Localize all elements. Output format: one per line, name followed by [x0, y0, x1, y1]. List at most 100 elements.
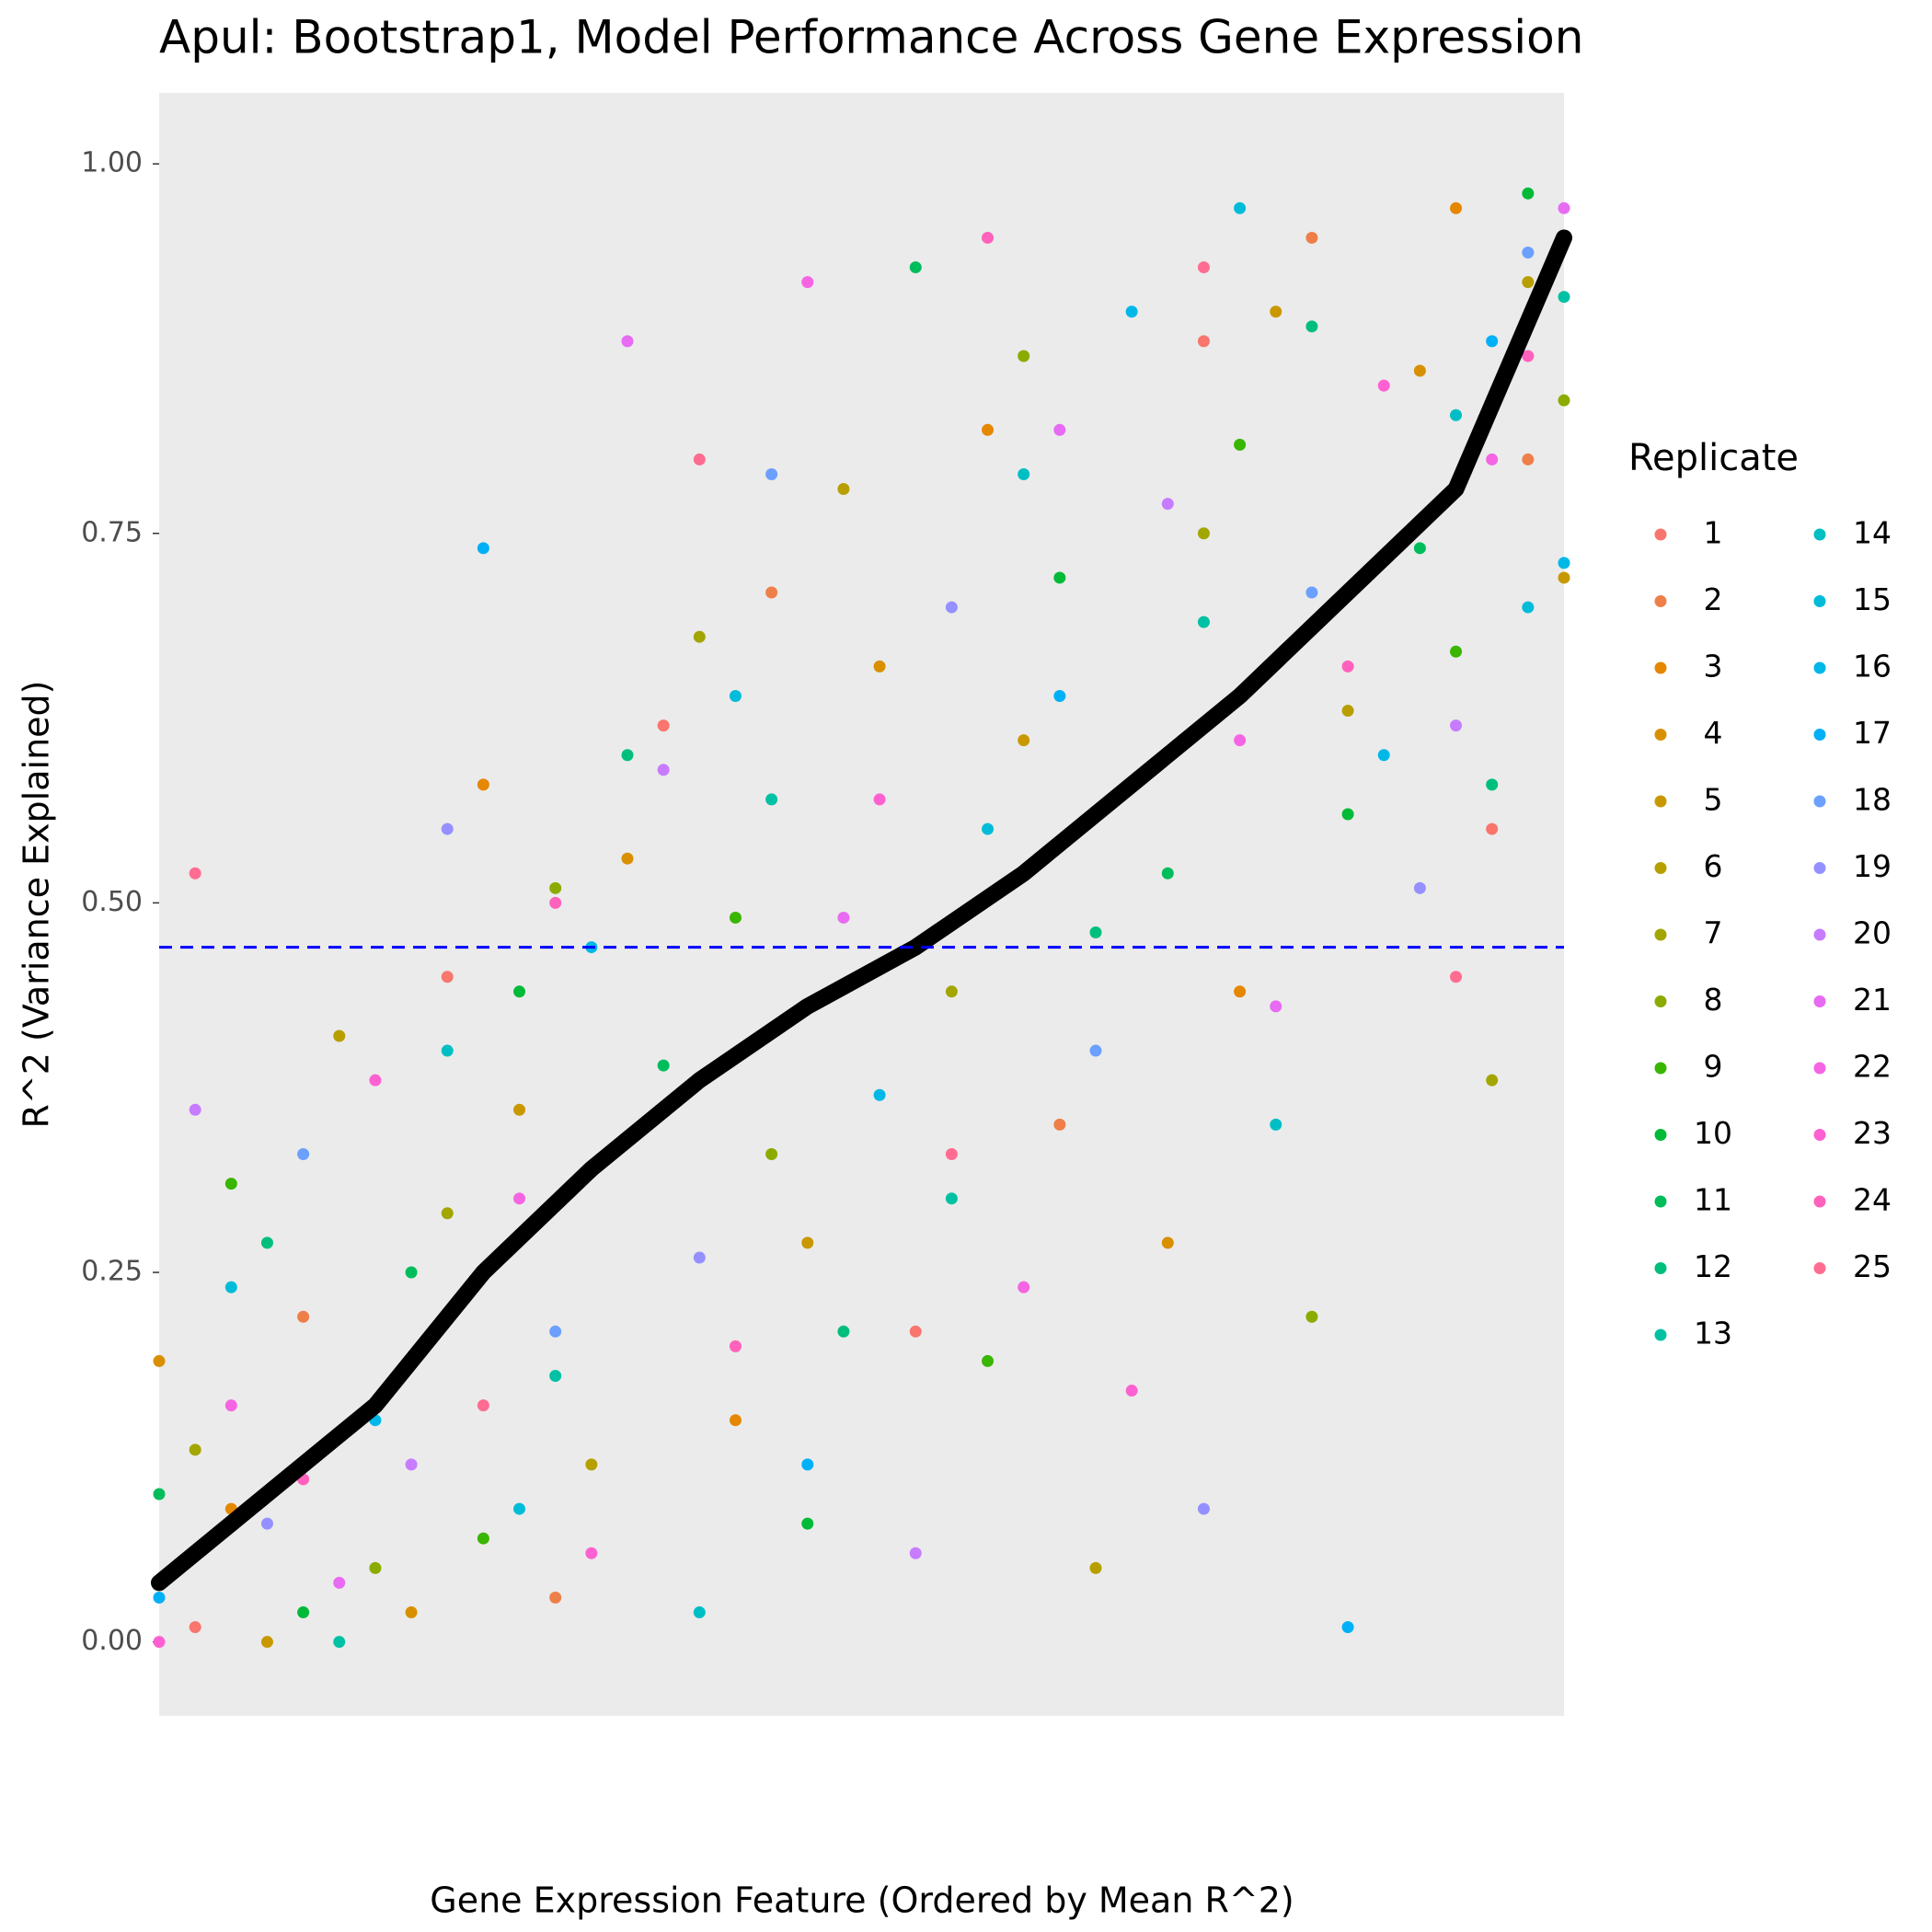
- legend-swatch: [1813, 862, 1826, 874]
- legend-label: 14: [1853, 515, 1892, 551]
- data-point: [909, 1547, 922, 1559]
- data-point: [260, 1236, 273, 1249]
- data-point: [1305, 586, 1318, 599]
- data-point: [1558, 201, 1570, 214]
- legend-label: 23: [1853, 1115, 1892, 1151]
- data-point: [333, 1029, 346, 1042]
- data-point: [153, 1354, 166, 1367]
- data-point: [837, 483, 850, 496]
- legend-swatch: [1654, 862, 1667, 874]
- data-point: [1053, 423, 1066, 436]
- data-point: [765, 586, 778, 599]
- legend-label: 10: [1694, 1115, 1732, 1151]
- data-point: [441, 822, 454, 835]
- legend-label: 20: [1853, 915, 1892, 951]
- data-point: [729, 1414, 742, 1427]
- y-tick-label: 0.25: [81, 1256, 143, 1288]
- data-point: [297, 1310, 310, 1323]
- legend-swatch: [1813, 995, 1826, 1007]
- data-point: [729, 689, 742, 702]
- data-point: [982, 822, 995, 835]
- data-point: [1522, 247, 1535, 259]
- data-point: [1197, 527, 1210, 540]
- chart-title: Apul: Bootstrap1, Model Performance Acro…: [159, 11, 1583, 64]
- legend-swatch: [1813, 928, 1826, 941]
- legend-label: 13: [1694, 1316, 1732, 1351]
- legend-label: 8: [1704, 982, 1723, 1018]
- legend-swatch: [1813, 1062, 1826, 1075]
- data-point: [1234, 438, 1247, 451]
- data-point: [1053, 689, 1066, 702]
- data-point: [260, 1636, 273, 1649]
- data-point: [693, 1606, 706, 1619]
- legend-label: 12: [1694, 1248, 1732, 1284]
- data-point: [513, 1192, 526, 1205]
- legend-swatch: [1654, 661, 1667, 674]
- legend-swatch: [1654, 1062, 1667, 1075]
- legend-swatch: [1813, 661, 1826, 674]
- data-point: [1558, 394, 1570, 407]
- data-point: [1018, 734, 1030, 747]
- data-point: [1305, 231, 1318, 244]
- data-point: [657, 719, 670, 732]
- data-point: [1486, 453, 1499, 466]
- data-point: [189, 1621, 201, 1634]
- data-point: [945, 985, 958, 998]
- data-point: [873, 793, 886, 806]
- data-point: [801, 1517, 814, 1530]
- data-point: [621, 749, 634, 762]
- data-point: [801, 1236, 814, 1249]
- data-point: [405, 1266, 418, 1279]
- data-point: [1270, 305, 1282, 318]
- data-point: [765, 467, 778, 480]
- data-point: [1053, 1118, 1066, 1131]
- data-point: [333, 1636, 346, 1649]
- legend-label: 18: [1853, 782, 1892, 818]
- data-point: [369, 1561, 382, 1574]
- data-point: [477, 778, 489, 791]
- data-point: [1450, 408, 1463, 421]
- data-point: [513, 985, 526, 998]
- legend-swatch: [1654, 1328, 1667, 1341]
- data-point: [1486, 1074, 1499, 1087]
- data-point: [585, 1458, 598, 1471]
- legend-label: 21: [1853, 982, 1892, 1018]
- data-point: [441, 971, 454, 983]
- data-point: [549, 1369, 562, 1382]
- data-point: [1558, 557, 1570, 569]
- data-point: [1522, 187, 1535, 200]
- y-tick-label: 0.75: [81, 516, 143, 548]
- legend-label: 1: [1704, 515, 1723, 551]
- data-point: [1486, 335, 1499, 348]
- y-tick-label: 0.50: [81, 886, 143, 918]
- data-point: [1341, 1621, 1354, 1634]
- data-point: [1197, 1502, 1210, 1515]
- data-point: [549, 1325, 562, 1338]
- data-point: [945, 601, 958, 614]
- legend-swatch: [1654, 995, 1667, 1007]
- data-point: [621, 852, 634, 865]
- data-point: [1450, 971, 1463, 983]
- legend-label: 4: [1704, 715, 1723, 751]
- legend-label: 19: [1853, 848, 1892, 884]
- data-point: [982, 423, 995, 436]
- legend-label: 6: [1704, 848, 1723, 884]
- legend-swatch: [1813, 595, 1826, 607]
- data-point: [405, 1606, 418, 1619]
- data-point: [224, 1399, 237, 1412]
- data-point: [1270, 1000, 1282, 1013]
- data-point: [1197, 335, 1210, 348]
- plot-panel: [159, 93, 1564, 1716]
- data-point: [513, 1502, 526, 1515]
- y-tick-label: 1.00: [81, 147, 143, 179]
- data-point: [549, 881, 562, 894]
- data-point: [1234, 201, 1247, 214]
- data-point: [1305, 320, 1318, 333]
- data-point: [729, 1340, 742, 1352]
- data-point: [873, 660, 886, 673]
- legend-label: 9: [1704, 1049, 1723, 1085]
- data-point: [621, 335, 634, 348]
- data-point: [369, 1074, 382, 1087]
- data-point: [405, 1458, 418, 1471]
- data-point: [801, 276, 814, 289]
